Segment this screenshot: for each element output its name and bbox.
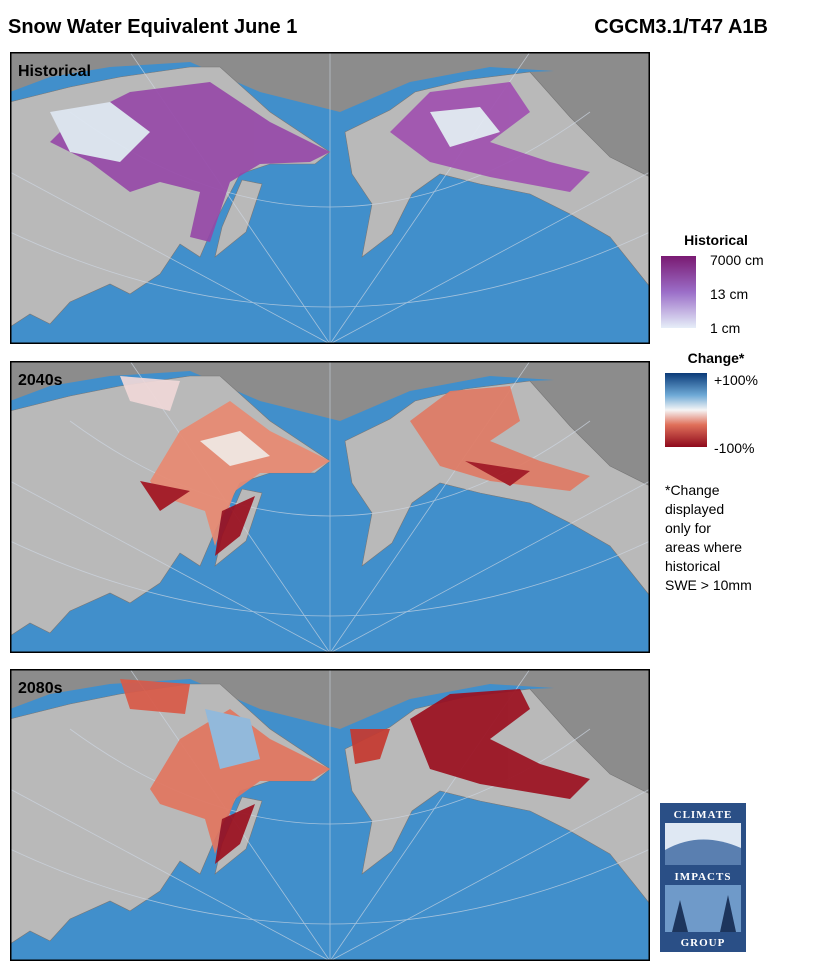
note-line: *Change (665, 482, 720, 498)
note-line: SWE > 10mm (665, 577, 752, 593)
note-line: only for (665, 520, 711, 536)
legend-label: +100% (714, 372, 758, 388)
map-2040s: 2040s (10, 361, 650, 653)
legend-label: -100% (714, 440, 754, 456)
map-2080s: 2080s (10, 669, 650, 961)
note: *Change displayed only for areas where h… (665, 482, 752, 593)
note-line: areas where (665, 539, 742, 555)
legend-title: Historical (684, 232, 748, 248)
panel-label: 2080s (18, 680, 63, 697)
legend-title: Change* (688, 350, 745, 366)
logo-word: CLIMATE (674, 809, 733, 821)
logo-word: IMPACTS (675, 871, 732, 883)
title: Snow Water Equivalent June 1 (8, 16, 297, 38)
map-historical: Historical (10, 52, 650, 344)
logo-word: GROUP (681, 937, 726, 949)
panel-label: Historical (18, 63, 91, 80)
legend-colorbar (661, 256, 696, 328)
note-line: historical (665, 558, 720, 574)
legend-label: 7000 cm (710, 252, 764, 268)
legend-label: 1 cm (710, 320, 740, 336)
legend-colorbar (665, 373, 707, 447)
logo: CLIMATE IMPACTS GROUP (660, 803, 746, 952)
model-label: CGCM3.1/T47 A1B (594, 16, 768, 38)
panel-label: 2040s (18, 372, 63, 389)
note-line: displayed (665, 501, 724, 517)
legend-label: 13 cm (710, 286, 748, 302)
